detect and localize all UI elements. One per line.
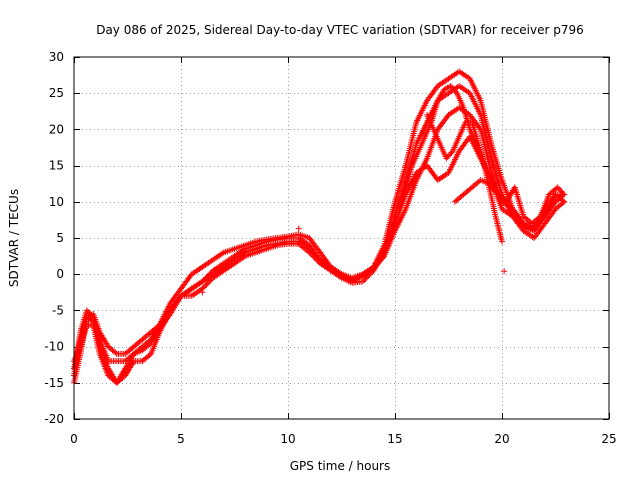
data-point xyxy=(445,152,452,159)
data-point xyxy=(206,278,213,285)
series-track-g xyxy=(424,111,501,198)
y-tick-label: -15 xyxy=(44,376,64,390)
data-point xyxy=(447,151,454,158)
x-tick-label: 15 xyxy=(387,432,402,446)
y-tick-label: 15 xyxy=(49,159,64,173)
data-point xyxy=(314,257,321,264)
y-tick-label: 30 xyxy=(49,50,64,64)
data-point xyxy=(536,214,543,221)
plot-frame xyxy=(73,56,610,420)
data-point xyxy=(443,155,450,162)
data-point xyxy=(203,281,210,288)
data-point xyxy=(532,222,539,229)
x-tick-label: 10 xyxy=(280,432,295,446)
x-tick-label: 25 xyxy=(601,432,616,446)
data-point xyxy=(554,184,561,191)
data-point xyxy=(199,289,206,296)
data-point xyxy=(112,349,119,356)
y-tick-label: 25 xyxy=(49,86,64,100)
data-point xyxy=(558,188,565,195)
y-tick-labels: -20 -15 -10 -5 0 5 10 15 20 25 30 xyxy=(44,50,64,426)
data-point xyxy=(313,256,320,263)
data-point xyxy=(452,88,459,95)
data-point xyxy=(447,82,454,89)
y-tick-label: -5 xyxy=(52,303,64,317)
data-point xyxy=(129,352,136,359)
data-point xyxy=(188,285,195,292)
y-tick-label: 10 xyxy=(49,195,64,209)
data-point xyxy=(533,221,540,228)
data-point xyxy=(559,190,566,197)
data-point xyxy=(561,191,568,198)
y-tick-label: 0 xyxy=(56,267,64,281)
data-point xyxy=(311,254,318,261)
data-point xyxy=(204,280,211,287)
data-point xyxy=(200,284,207,291)
data-point xyxy=(202,282,209,289)
x-tick-label: 20 xyxy=(494,432,509,446)
isolated-points xyxy=(188,225,508,296)
data-point xyxy=(295,225,302,232)
data-point xyxy=(146,352,153,359)
data-point xyxy=(561,198,568,205)
data-point xyxy=(511,214,518,221)
data-point xyxy=(380,254,387,261)
data-point xyxy=(531,224,538,231)
series-track-e xyxy=(451,177,568,227)
data-point xyxy=(499,238,505,245)
series-track-b xyxy=(71,82,568,386)
series-track-d xyxy=(71,104,568,372)
data-point xyxy=(307,250,314,257)
data-point xyxy=(555,185,562,192)
grid-lines xyxy=(74,57,609,419)
data-point xyxy=(451,87,458,94)
y-axis-label: SDTVAR / TECUs xyxy=(7,189,21,287)
x-tick-label: 5 xyxy=(177,432,185,446)
x-tick-label: 0 xyxy=(70,432,78,446)
data-point xyxy=(166,312,173,319)
data-point xyxy=(509,213,516,220)
data-points xyxy=(71,68,568,386)
data-point xyxy=(359,278,366,285)
data-point xyxy=(306,249,313,256)
data-point xyxy=(310,253,317,260)
data-point xyxy=(83,307,90,314)
data-point xyxy=(557,187,564,194)
data-point xyxy=(450,85,457,92)
data-point xyxy=(501,268,508,275)
x-axis-label: GPS time / hours xyxy=(290,459,391,473)
chart-title: Day 086 of 2025, Sidereal Day-to-day VTE… xyxy=(96,23,584,37)
data-point xyxy=(448,149,455,156)
data-point xyxy=(309,252,316,259)
y-tick-label: 20 xyxy=(49,122,64,136)
y-tick-label: 5 xyxy=(56,231,64,245)
y-tick-label: -10 xyxy=(44,340,64,354)
data-point xyxy=(559,197,566,204)
data-point xyxy=(207,277,214,284)
data-point xyxy=(476,124,483,131)
data-point xyxy=(444,153,451,160)
x-tick-labels: 0 5 10 15 20 25 xyxy=(70,432,616,446)
y-tick-label: -20 xyxy=(44,412,64,426)
data-point xyxy=(448,84,455,91)
data-point xyxy=(494,191,501,198)
